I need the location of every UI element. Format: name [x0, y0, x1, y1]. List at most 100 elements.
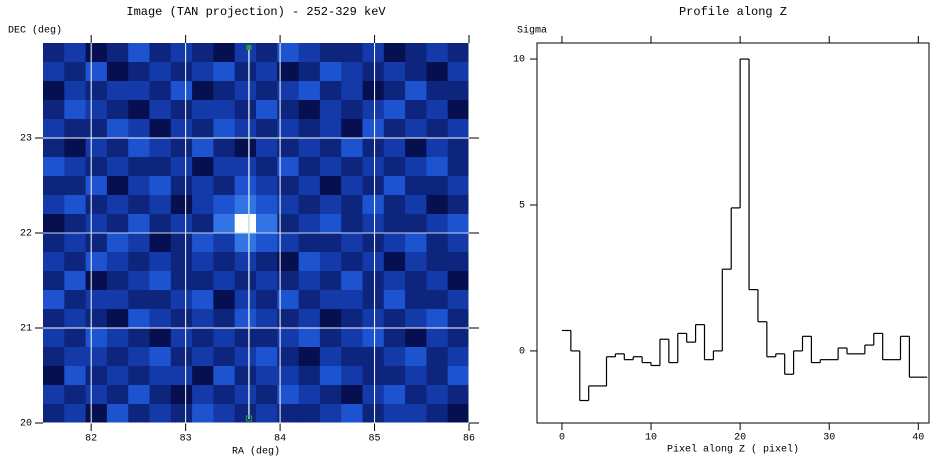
heatmap-cell [85, 119, 108, 139]
heatmap-cell [362, 309, 385, 329]
heatmap-cell [256, 252, 278, 272]
heatmap-cell [256, 347, 278, 367]
heatmap-cell [426, 233, 449, 253]
heatmap-cell [64, 157, 87, 177]
heatmap-cell [64, 328, 87, 348]
heatmap-cell [405, 195, 427, 215]
heatmap-cell [106, 252, 129, 272]
heatmap-cell [319, 119, 342, 139]
heatmap-cell [149, 347, 172, 367]
heatmap-cell [362, 328, 385, 348]
heatmap-cell [383, 233, 406, 253]
heatmap-cell [106, 404, 129, 424]
heatmap-cell [234, 214, 257, 234]
heatmap-cell [341, 385, 363, 405]
x-axis-label: Pixel along Z ( pixel) [667, 444, 799, 456]
chart-title: Image (TAN projection) - 252-329 keV [126, 5, 386, 19]
heatmap-cell [106, 214, 129, 234]
crosshair-marker [245, 415, 252, 422]
heatmap-cell [383, 157, 406, 177]
heatmap-cell [298, 328, 321, 348]
heatmap-cell [64, 366, 87, 386]
heatmap-cell [106, 233, 129, 253]
heatmap-cell [149, 138, 172, 158]
heatmap-cell [298, 100, 321, 120]
heatmap-cell [341, 290, 363, 310]
heatmap-cell [213, 43, 236, 63]
heatmap-cell [149, 214, 172, 234]
heatmap-cell [43, 119, 65, 139]
heatmap-cell [298, 347, 321, 367]
heatmap-cell [341, 195, 363, 215]
x-tick-label: 83 [180, 434, 192, 445]
heatmap-cell [149, 62, 172, 82]
heatmap-cell [149, 252, 172, 272]
heatmap-cell [298, 43, 321, 63]
heatmap-cell [170, 233, 193, 253]
heatmap-cell [341, 62, 363, 82]
heatmap-cell [64, 271, 87, 291]
heatmap-cell [43, 233, 65, 253]
heatmap-cell [213, 214, 236, 234]
heatmap-cell [405, 252, 427, 272]
heatmap-cell [234, 43, 257, 63]
heatmap-cell [256, 195, 278, 215]
x-tick-label: 85 [369, 434, 381, 445]
heatmap-cell [341, 252, 363, 272]
heatmap-cell [128, 328, 150, 348]
heatmap-cell [85, 233, 108, 253]
heatmap-cell [192, 138, 214, 158]
heatmap-cell [277, 233, 300, 253]
heatmap-cell [85, 195, 108, 215]
heatmap-cell [43, 176, 65, 196]
heatmap-cell [319, 290, 342, 310]
heatmap-cell [362, 385, 385, 405]
heatmap-cell [405, 176, 427, 196]
heatmap-cell [234, 271, 257, 291]
heatmap-cell [426, 195, 449, 215]
heatmap-cell [298, 214, 321, 234]
heatmap-cell [383, 366, 406, 386]
heatmap-cell [192, 385, 214, 405]
heatmap-cell [149, 404, 172, 424]
heatmap-cell [85, 404, 108, 424]
heatmap-cell [383, 43, 406, 63]
heatmap-cell [85, 214, 108, 234]
heatmap-cell [341, 271, 363, 291]
heatmap-cell [128, 195, 150, 215]
heatmap-cell [277, 347, 300, 367]
heatmap-cell [426, 214, 449, 234]
heatmap-cell [426, 157, 449, 177]
heatmap-cell [447, 271, 470, 291]
heatmap-cell [426, 100, 449, 120]
heatmap-cell [213, 347, 236, 367]
heatmap-cell [213, 252, 236, 272]
heatmap-cell [85, 138, 108, 158]
heatmap-cell [383, 271, 406, 291]
heatmap-cell [149, 271, 172, 291]
heatmap-cell [149, 328, 172, 348]
heatmap-cell [426, 81, 449, 101]
heatmap-cell [192, 176, 214, 196]
heatmap-cell [128, 347, 150, 367]
heatmap-cell [426, 119, 449, 139]
heatmap-cell [319, 62, 342, 82]
heatmap-cell [64, 43, 87, 63]
heatmap-cell [383, 119, 406, 139]
heatmap-cell [256, 290, 278, 310]
heatmap-cell [106, 100, 129, 120]
heatmap-cell [106, 271, 129, 291]
heatmap-cell [128, 385, 150, 405]
heatmap-cell [170, 271, 193, 291]
heatmap-cell [43, 347, 65, 367]
heatmap-cell [192, 233, 214, 253]
heatmap-cell [447, 328, 470, 348]
heatmap-cell [447, 138, 470, 158]
heatmap-cell [234, 252, 257, 272]
heatmap-cell [213, 309, 236, 329]
heatmap-cell [128, 119, 150, 139]
heatmap-cell [234, 404, 257, 424]
heatmap-cell [213, 233, 236, 253]
chart-title: Profile along Z [679, 5, 787, 19]
heatmap-cell [405, 119, 427, 139]
